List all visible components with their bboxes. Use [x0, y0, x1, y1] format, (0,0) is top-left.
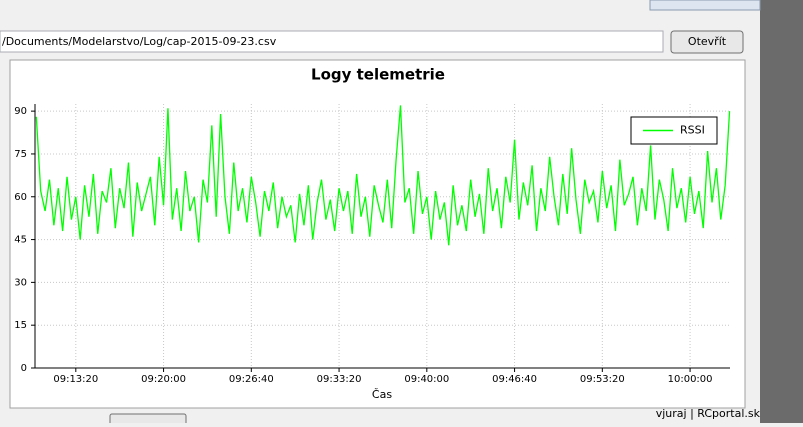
window-controls[interactable] [649, 0, 761, 11]
x-tick-label: 09:46:40 [492, 374, 537, 385]
x-tick-label: 09:13:20 [53, 374, 98, 385]
y-tick-label: 30 [14, 277, 27, 288]
x-tick-label: 09:33:20 [317, 374, 362, 385]
x-tick-label: 09:26:40 [229, 374, 274, 385]
desktop-background [760, 0, 803, 423]
y-tick-label: 15 [14, 320, 27, 331]
y-tick-label: 75 [14, 149, 27, 160]
series-line [35, 105, 731, 246]
x-tick-label: 10:00:00 [668, 374, 713, 385]
path-text: /Documents/Modelarstvo/Log/cap-2015-09-2… [2, 35, 277, 48]
x-tick-label: 09:40:00 [404, 374, 449, 385]
path-textbox[interactable] [0, 30, 664, 53]
y-tick-label: 60 [14, 192, 27, 203]
y-tick-label: 90 [14, 106, 27, 117]
chart-title: Logy telemetrie [311, 66, 445, 84]
y-tick-label: 0 [21, 363, 27, 374]
x-tick-label: 09:20:00 [141, 374, 186, 385]
y-tick-label: 45 [14, 235, 27, 246]
chart-panel [9, 59, 746, 409]
legend-label: RSSI [680, 124, 705, 137]
watermark: vjuraj | RCportal.sk [656, 407, 761, 420]
open-button-label: Otevřít [688, 35, 727, 48]
x-axis-label: Čas [372, 388, 392, 401]
bottom-button[interactable] [109, 413, 187, 427]
open-button[interactable] [670, 30, 744, 54]
x-tick-label: 09:53:20 [580, 374, 625, 385]
